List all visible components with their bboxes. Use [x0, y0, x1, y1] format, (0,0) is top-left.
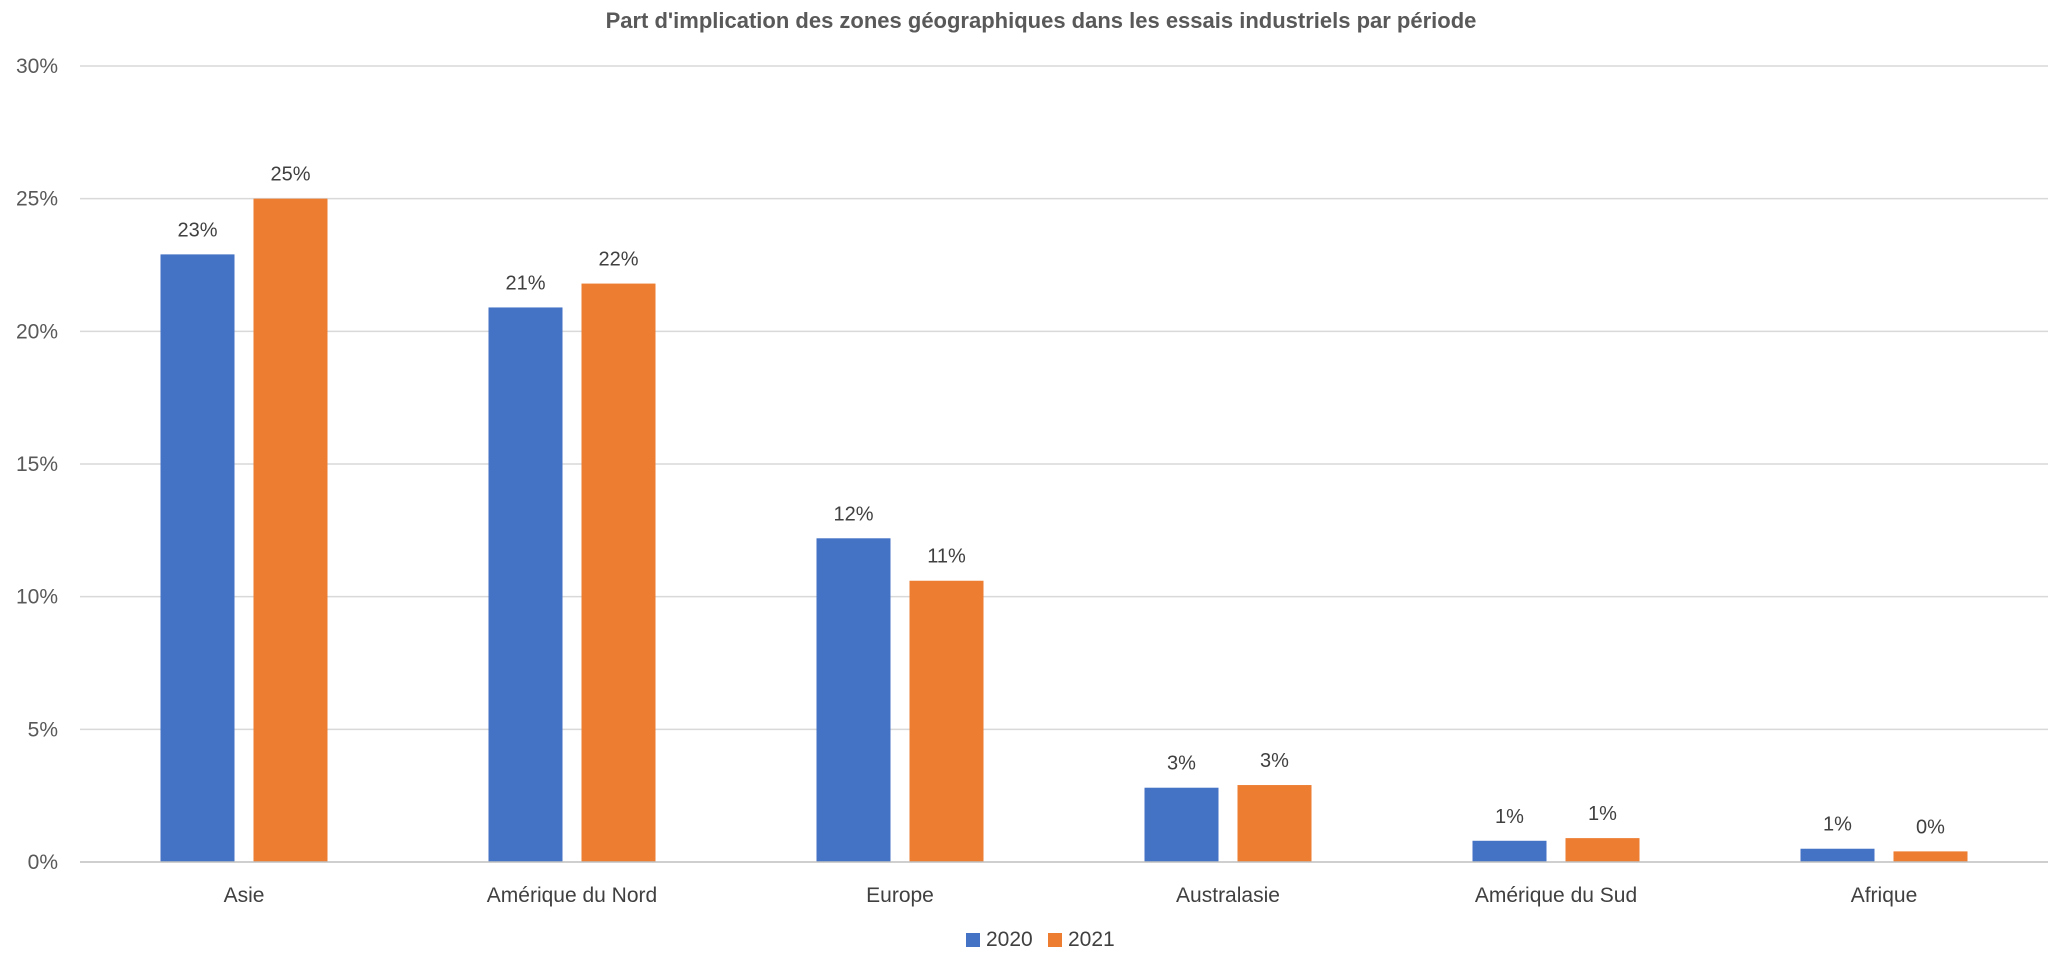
data-label-2020: 12% — [833, 503, 873, 525]
y-tick-label: 15% — [16, 453, 58, 476]
data-label-2021: 3% — [1260, 750, 1289, 772]
bar-2020 — [1144, 787, 1219, 862]
bar-2021 — [253, 198, 328, 862]
gridlines — [80, 65, 2048, 731]
category-label: Australasie — [1176, 884, 1280, 907]
chart-title: Part d'implication des zones géographiqu… — [606, 8, 1477, 33]
bar-2021 — [1565, 838, 1640, 862]
data-labels: 23% 25% 21% 22% 12% 11% 3% 3% 1% 1% 1% 0% — [177, 164, 1945, 839]
category-label: Asie — [224, 884, 265, 907]
data-label-2020: 1% — [1495, 806, 1524, 828]
legend-swatch-2020 — [966, 933, 980, 947]
bar-2021 — [581, 283, 656, 862]
bar-2021 — [1893, 851, 1968, 862]
bar-2020 — [816, 538, 891, 862]
y-tick-label: 25% — [16, 188, 58, 211]
data-label-2021: 25% — [270, 164, 310, 186]
category-label: Amérique du Sud — [1475, 884, 1637, 907]
data-label-2021: 0% — [1916, 816, 1945, 838]
bar-2020 — [160, 254, 235, 863]
data-label-2021: 1% — [1588, 803, 1617, 825]
y-tick-label: 30% — [16, 55, 58, 78]
y-tick-label: 0% — [28, 851, 58, 874]
x-axis-categories: Asie Amérique du Nord Europe Australasie Amé… — [224, 884, 1918, 907]
legend-label-2021: 2021 — [1068, 928, 1115, 951]
bar-2021 — [1237, 785, 1312, 862]
bar-2020 — [1800, 848, 1875, 862]
y-tick-label: 5% — [28, 718, 58, 741]
bar-2020 — [1472, 840, 1547, 862]
bars — [160, 198, 1968, 863]
data-label-2021: 11% — [927, 546, 966, 568]
data-label-2020: 1% — [1823, 814, 1852, 836]
legend-swatch-2021 — [1048, 933, 1062, 947]
bar-2021 — [909, 580, 984, 862]
data-label-2020: 21% — [505, 272, 545, 294]
y-tick-label: 10% — [16, 586, 58, 609]
data-label-2020: 23% — [177, 219, 217, 241]
legend: 2020 2021 — [966, 928, 1115, 951]
category-label: Afrique — [1851, 884, 1918, 907]
data-label-2021: 22% — [598, 249, 638, 271]
legend-label-2020: 2020 — [986, 928, 1033, 951]
category-label: Amérique du Nord — [487, 884, 657, 907]
bar-2020 — [488, 307, 563, 862]
y-axis-ticks: 0% 5% 10% 15% 20% 25% 30% — [16, 55, 58, 874]
category-label: Europe — [866, 884, 934, 907]
data-label-2020: 3% — [1167, 753, 1196, 775]
y-tick-label: 20% — [16, 320, 58, 343]
